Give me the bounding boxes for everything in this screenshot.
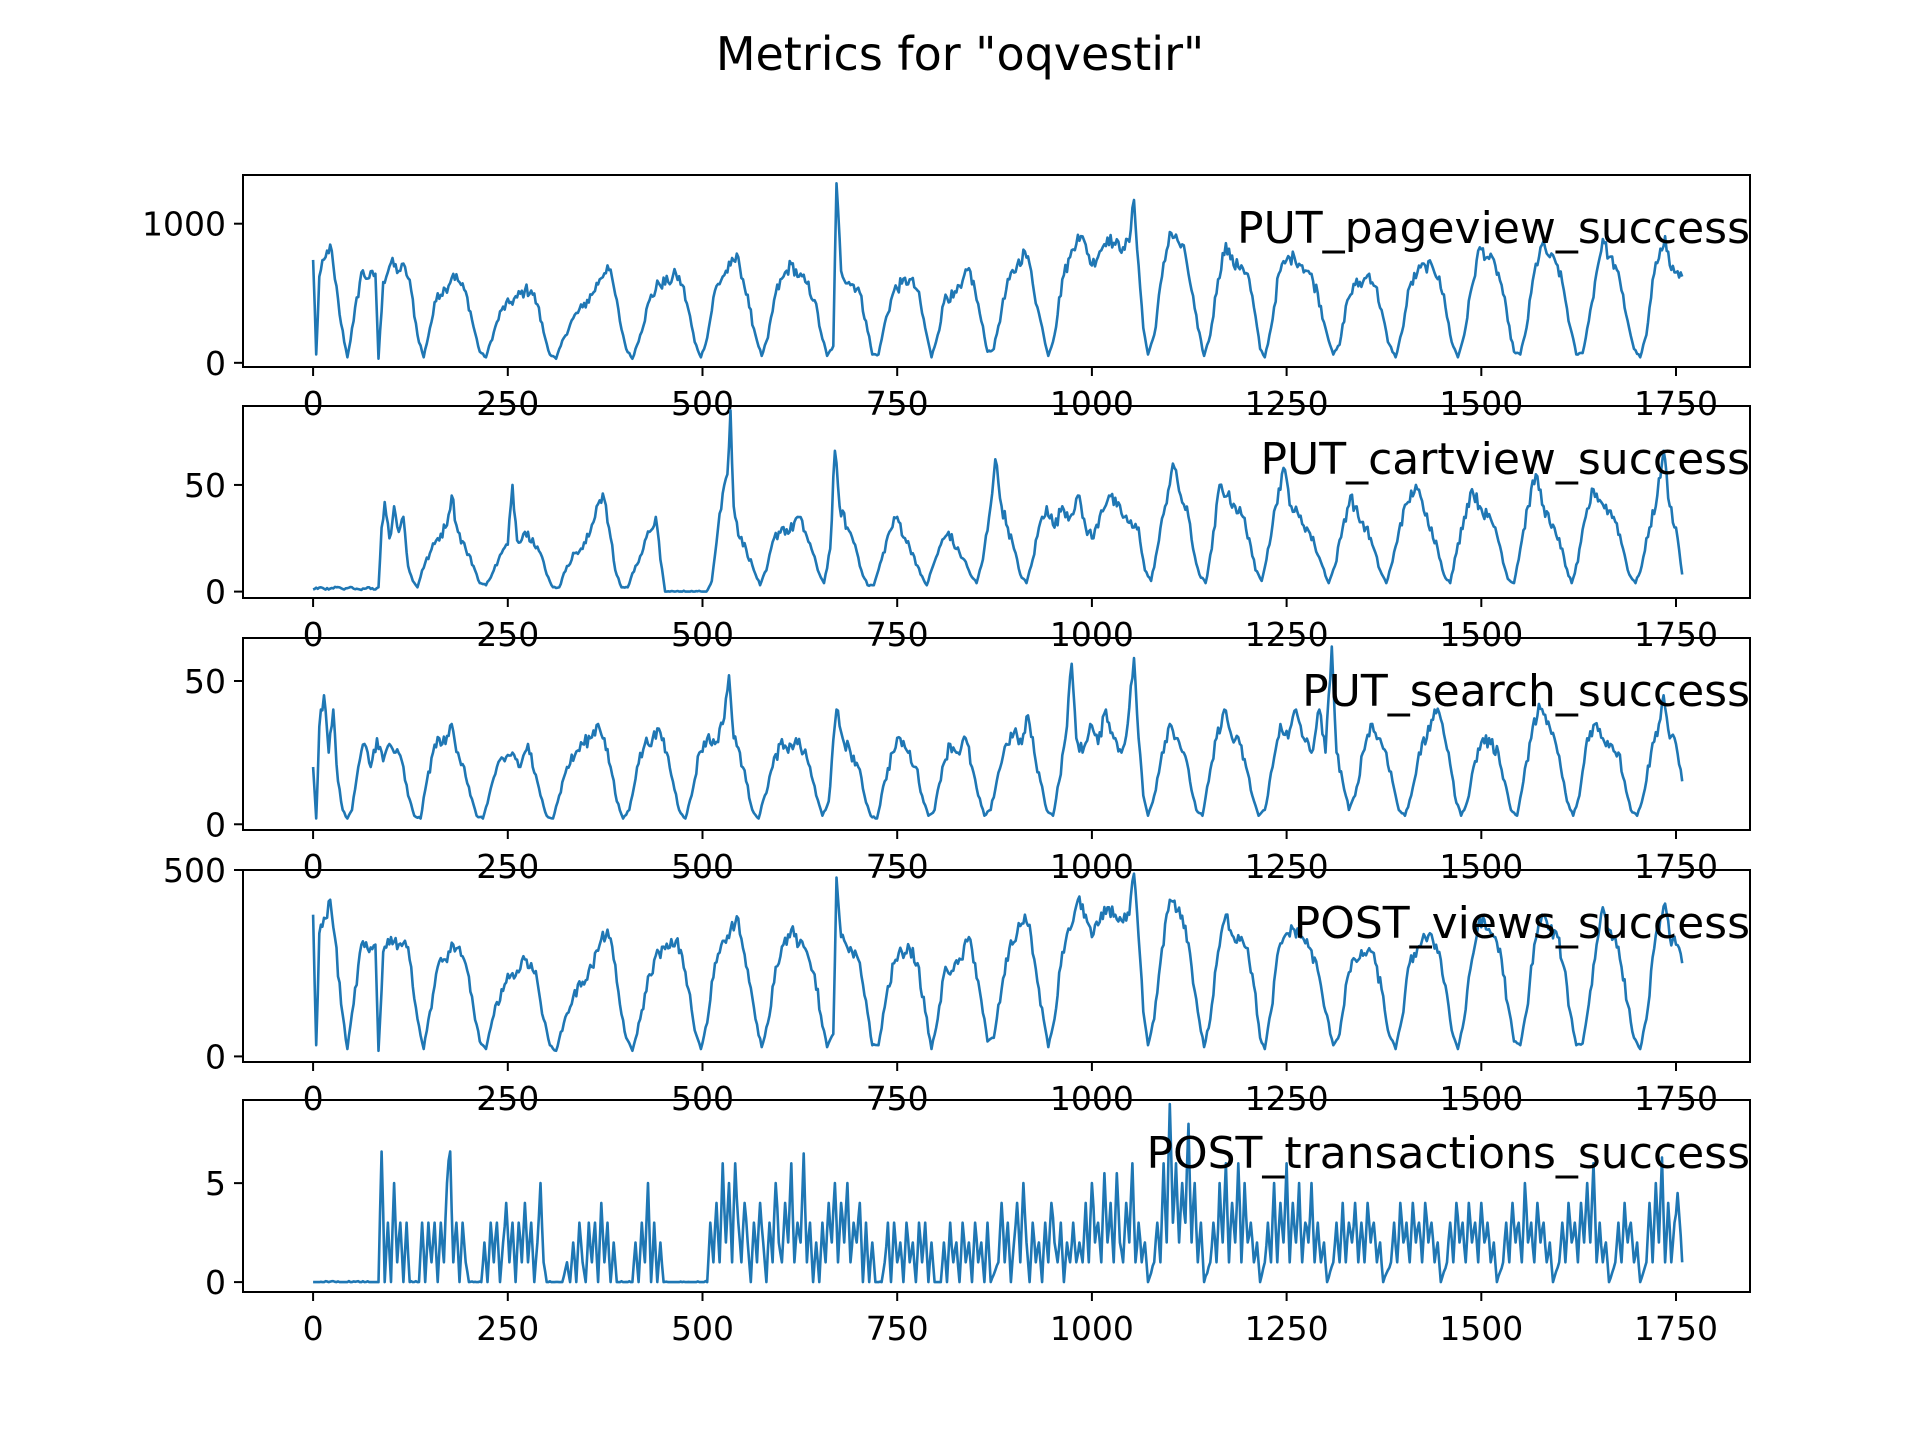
axes-frame — [242, 637, 1751, 831]
axes-frame — [242, 405, 1751, 599]
x-tick-label: 1750 — [1634, 615, 1718, 654]
series-label: PUT_pageview_success — [1237, 203, 1750, 254]
x-tick-label: 1500 — [1439, 1079, 1523, 1118]
series-label: POST_transactions_success — [1146, 1128, 1750, 1179]
x-tick-label: 0 — [303, 1079, 324, 1118]
x-tick-label: 500 — [671, 615, 734, 654]
x-tick-label: 1250 — [1245, 1309, 1329, 1348]
x-tick-label: 750 — [866, 847, 929, 886]
subplot-2: 0 250 500 750 1000 1250 1500 1750 0 50 PUT_cartvie… — [184, 405, 1751, 654]
y-tick-label: 0 — [205, 573, 226, 612]
x-tick-label: 250 — [476, 1309, 539, 1348]
x-tick-label: 500 — [671, 1079, 734, 1118]
x-tick-label: 500 — [671, 384, 734, 423]
y-tick-label: 0 — [205, 1037, 226, 1076]
x-tick-label: 500 — [671, 1309, 734, 1348]
x-tick-label: 1000 — [1050, 1079, 1134, 1118]
x-tick-label: 0 — [303, 847, 324, 886]
y-tick-label: 0 — [205, 344, 226, 383]
series-label: PUT_search_success — [1302, 666, 1750, 717]
y-tick-label: 0 — [205, 805, 226, 844]
x-tick-label: 0 — [303, 615, 324, 654]
y-tick-label: 50 — [184, 662, 226, 701]
y-tick-label: 5 — [205, 1164, 226, 1203]
series-label: POST_views_success — [1294, 898, 1750, 949]
series-line — [311, 645, 1684, 820]
x-tick-label: 250 — [476, 847, 539, 886]
x-tick-label: 1500 — [1439, 1309, 1523, 1348]
x-tick-label: 1750 — [1634, 1079, 1718, 1118]
chart-title: Metrics for "oqvestir" — [716, 27, 1204, 81]
subplot-4: 0 250 500 750 1000 1250 1500 1750 0 500 POST_views… — [163, 851, 1751, 1118]
x-tick-label: 1500 — [1439, 615, 1523, 654]
x-tick-label: 1250 — [1245, 847, 1329, 886]
y-tick-label: 1000 — [142, 205, 226, 244]
x-tick-label: 250 — [476, 615, 539, 654]
x-tick-label: 1250 — [1245, 1079, 1329, 1118]
subplot-5: 0 250 500 750 1000 1250 1500 1750 0 5 POST_transac… — [205, 1099, 1751, 1348]
x-tick-label: 1500 — [1439, 847, 1523, 886]
series-line — [312, 409, 1684, 593]
x-tick-label: 1500 — [1439, 384, 1523, 423]
x-tick-label: 750 — [866, 1079, 929, 1118]
x-tick-label: 1750 — [1634, 1309, 1718, 1348]
x-tick-label: 1250 — [1245, 615, 1329, 654]
axes-frame — [242, 174, 1751, 368]
x-tick-label: 1750 — [1634, 847, 1718, 886]
x-tick-label: 500 — [671, 847, 734, 886]
x-tick-label: 0 — [303, 1309, 324, 1348]
x-tick-label: 1000 — [1050, 615, 1134, 654]
x-tick-label: 1000 — [1050, 847, 1134, 886]
y-tick-label: 500 — [163, 851, 226, 890]
series-line — [313, 1102, 1684, 1284]
y-tick-label: 0 — [205, 1263, 226, 1302]
axes-frame — [242, 1099, 1751, 1293]
x-tick-label: 250 — [476, 384, 539, 423]
x-tick-label: 750 — [866, 615, 929, 654]
y-tick-label: 50 — [184, 466, 226, 505]
subplot-1: 0 250 500 750 1000 1250 1500 1750 0 1000 PUT_pagev… — [142, 174, 1751, 423]
series-line — [311, 872, 1684, 1053]
series-line — [311, 182, 1684, 360]
subplot-3: 0 250 500 750 1000 1250 1500 1750 0 50 PUT_search_… — [184, 637, 1751, 886]
x-tick-label: 750 — [866, 384, 929, 423]
series-label: PUT_cartview_success — [1260, 434, 1750, 485]
x-tick-label: 1750 — [1634, 384, 1718, 423]
x-tick-label: 250 — [476, 1079, 539, 1118]
x-tick-label: 1000 — [1050, 384, 1134, 423]
x-tick-label: 0 — [303, 384, 324, 423]
axes-frame — [242, 869, 1751, 1063]
x-tick-label: 750 — [866, 1309, 929, 1348]
x-tick-label: 1250 — [1245, 384, 1329, 423]
x-tick-label: 1000 — [1050, 1309, 1134, 1348]
